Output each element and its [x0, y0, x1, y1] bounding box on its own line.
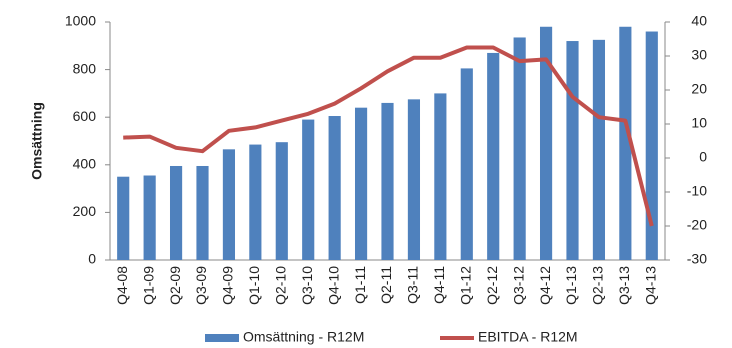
- x-tick-label: Q1-11: [352, 266, 368, 304]
- y-tick-label: 800: [73, 60, 97, 76]
- y2-tick-label: -20: [687, 217, 707, 233]
- x-tick-label: Q1-12: [457, 266, 473, 305]
- y-tick-label: 400: [73, 156, 97, 172]
- x-tick-label: Q3-13: [616, 266, 632, 305]
- bar: [381, 102, 394, 260]
- y2-tick-label: 20: [691, 81, 707, 97]
- bar: [434, 93, 447, 261]
- x-tick-label: Q1-10: [246, 266, 262, 305]
- y2-tick-label: -30: [687, 251, 707, 267]
- x-tick-label: Q1-13: [563, 266, 579, 305]
- bar: [302, 119, 315, 260]
- bar: [592, 39, 606, 260]
- y-axis-label: Omsättning: [29, 102, 45, 180]
- legend-label: Omsättning - R12M: [243, 329, 364, 345]
- bar: [169, 165, 183, 260]
- x-tick-label: Q2-10: [272, 266, 288, 305]
- line: [123, 45, 654, 227]
- bar: [460, 68, 473, 260]
- x-tick-label: Q4-13: [642, 266, 658, 305]
- bar: [117, 176, 130, 260]
- x-tick-label: Q4-08: [114, 266, 130, 305]
- bar: [275, 142, 288, 260]
- y-tick-label: 0: [88, 251, 96, 267]
- bar: [249, 144, 262, 260]
- x-tick-label: Q3-10: [299, 266, 315, 305]
- y2-tick-label: 30: [691, 47, 707, 63]
- x-tick-label: Q1-09: [140, 266, 156, 305]
- bar: [645, 31, 658, 260]
- bar: [539, 26, 553, 261]
- y-tick-label: 200: [73, 203, 97, 219]
- x-tick-label: Q4-11: [431, 266, 447, 304]
- bar: [566, 41, 579, 260]
- bar: [222, 149, 236, 260]
- y2-tick-label: -10: [687, 183, 707, 199]
- x-tick-label: Q3-09: [193, 266, 209, 305]
- x-tick-label: Q2-12: [484, 266, 500, 305]
- x-tick-label: Q3-11: [405, 266, 421, 304]
- y2-tick-label: 0: [699, 149, 707, 165]
- x-tick-label: Q2-13: [590, 266, 606, 305]
- legend-swatch: [205, 334, 239, 342]
- y2-tick-label: 10: [691, 115, 707, 131]
- y-tick-label: 600: [73, 108, 97, 124]
- legend-label: EBITDA - R12M: [478, 329, 578, 345]
- bar: [619, 26, 632, 261]
- bar: [513, 37, 526, 260]
- bar: [487, 52, 500, 260]
- x-tick-label: Q4-12: [537, 266, 553, 305]
- y2-tick-label: 40: [691, 13, 707, 29]
- y-tick-label: 1000: [65, 13, 96, 29]
- x-tick-label: Q4-09: [220, 266, 236, 305]
- bar: [196, 165, 209, 260]
- bar: [143, 175, 156, 260]
- x-tick-label: Q2-09: [167, 266, 183, 305]
- bar: [354, 107, 368, 261]
- x-tick-label: Q4-10: [325, 266, 341, 305]
- bar: [328, 116, 341, 260]
- x-tick-label: Q3-12: [510, 266, 526, 305]
- x-tick-label: Q2-11: [378, 266, 394, 304]
- bar: [407, 99, 421, 260]
